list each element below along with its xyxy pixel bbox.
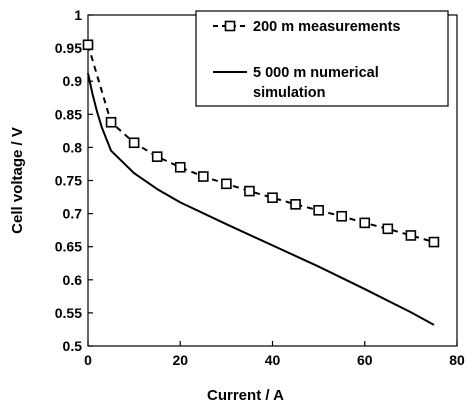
data-point-measurement <box>174 161 186 173</box>
data-point-measurement <box>428 236 440 248</box>
y-tick-label: 1 <box>74 7 82 23</box>
axes: 0 20 40 60 80 0.5 0.55 0.6 0.65 0.7 0.75 0.8 0.85 0.9… <box>9 7 465 404</box>
data-point-measurement <box>128 137 140 149</box>
y-tick-label: 0.95 <box>55 40 82 56</box>
y-tick-label: 0.75 <box>55 173 82 189</box>
data-point-measurement <box>313 204 324 216</box>
y-tick-label: 0.85 <box>55 106 82 122</box>
x-tick-label: 40 <box>265 352 281 368</box>
data-point-measurement <box>221 178 232 190</box>
x-tick-label: 60 <box>357 352 373 368</box>
data-point-measurement <box>105 116 117 128</box>
legend-label-measurements: 200 m measurements <box>253 19 401 35</box>
y-tick-label: 0.8 <box>63 139 83 155</box>
data-point-measurement <box>336 210 347 222</box>
legend-label-simulation: 5 000 m numerical simulation <box>253 65 383 101</box>
y-tick-label: 0.6 <box>63 272 83 288</box>
data-point-measurement <box>244 185 255 197</box>
data-point-measurement <box>82 39 94 51</box>
data-point-measurement <box>151 151 163 162</box>
data-point-measurement <box>290 199 301 210</box>
legend-label-simulation-line-1: 5 000 m numerical <box>253 65 379 81</box>
y-tick-label: 0.55 <box>55 305 82 321</box>
series-line-simulation <box>87 73 435 326</box>
y-tick-label: 0.65 <box>55 239 82 255</box>
y-tick-label: 0.5 <box>63 338 83 354</box>
data-point-measurement <box>198 171 209 182</box>
series-line-measurements <box>87 44 435 244</box>
data-point-measurement <box>382 223 394 235</box>
data-point-measurement <box>405 230 417 241</box>
legend-symbol-measurements-marker <box>224 20 236 32</box>
y-tick-label: 0.7 <box>63 206 83 222</box>
legend: 200 m measurements 5 000 m numerical sim… <box>195 10 449 107</box>
series-layer <box>82 39 440 326</box>
data-point-measurement <box>359 217 371 229</box>
x-tick-label: 20 <box>172 352 188 368</box>
x-axis-label: Current / A <box>207 387 284 404</box>
x-tick-label: 0 <box>84 352 92 368</box>
y-tick-label: 0.9 <box>63 73 83 89</box>
legend-box <box>195 10 449 107</box>
legend-label-simulation-line-2: simulation <box>253 85 326 101</box>
data-point-measurement <box>267 192 278 204</box>
x-tick-label: 80 <box>449 352 465 368</box>
y-axis-label: Cell voltage / V <box>9 127 26 234</box>
